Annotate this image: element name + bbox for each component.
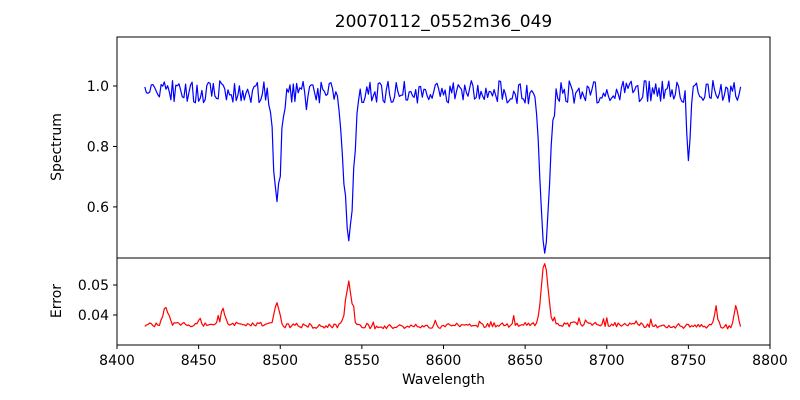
x-axis-label: Wavelength — [401, 372, 486, 388]
x-tick-label: 8400 — [99, 353, 135, 369]
x-tick-label: 8600 — [426, 353, 462, 369]
chart-title: 20070112_0552m36_049 — [334, 12, 553, 32]
x-tick-label: 8450 — [181, 353, 217, 369]
x-tick-label: 8700 — [589, 353, 625, 369]
spectrum-line — [144, 79, 742, 254]
x-tick-label: 8650 — [507, 353, 543, 369]
y-tick-label: 0.05 — [78, 278, 109, 294]
x-tick-label: 8550 — [344, 353, 380, 369]
panel-border-error — [116, 257, 771, 346]
panel-border-spectrum — [116, 36, 771, 259]
x-tick-label: 8800 — [752, 353, 788, 369]
error-line — [144, 263, 742, 330]
y-tick-label: 1.0 — [87, 79, 109, 95]
y-tick-label: 0.6 — [87, 200, 109, 216]
x-tick-label: 8750 — [671, 353, 707, 369]
y-tick-label: 0.04 — [78, 308, 109, 324]
y-tick-label: 0.8 — [87, 139, 109, 155]
x-tick-label: 8500 — [262, 353, 298, 369]
